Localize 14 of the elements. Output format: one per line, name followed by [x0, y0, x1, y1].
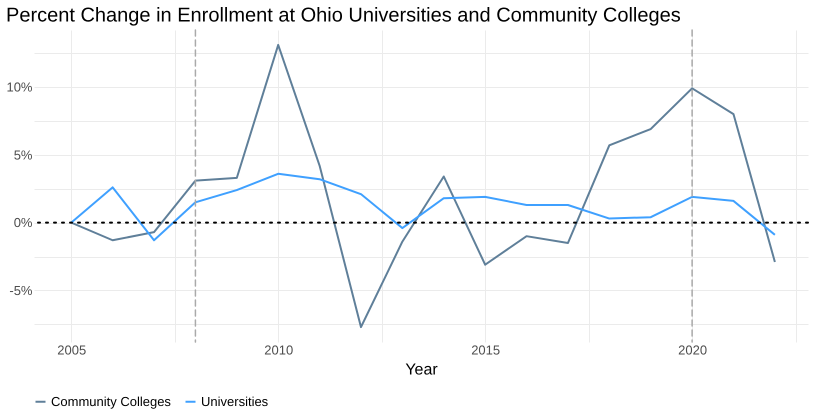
legend-label: Universities: [201, 394, 269, 409]
x-tick-label: 2010: [264, 342, 294, 358]
x-tick-label: 2015: [471, 342, 500, 358]
y-tick-label: -5%: [9, 282, 33, 298]
y-tick-label: 10%: [6, 79, 33, 94]
legend-label: Community Colleges: [51, 394, 172, 409]
line-series: [70, 172, 776, 242]
y-tick-label: 5%: [14, 147, 33, 162]
y-tick-label: 0%: [14, 215, 33, 230]
x-axis-title: Year: [405, 362, 438, 378]
line-series: [70, 44, 776, 328]
chart-title: Percent Change in Enrollment at Ohio Universities and Community Colleges: [6, 4, 681, 26]
x-tick-label: 2005: [57, 342, 86, 358]
x-tick-label: 2020: [678, 342, 708, 358]
